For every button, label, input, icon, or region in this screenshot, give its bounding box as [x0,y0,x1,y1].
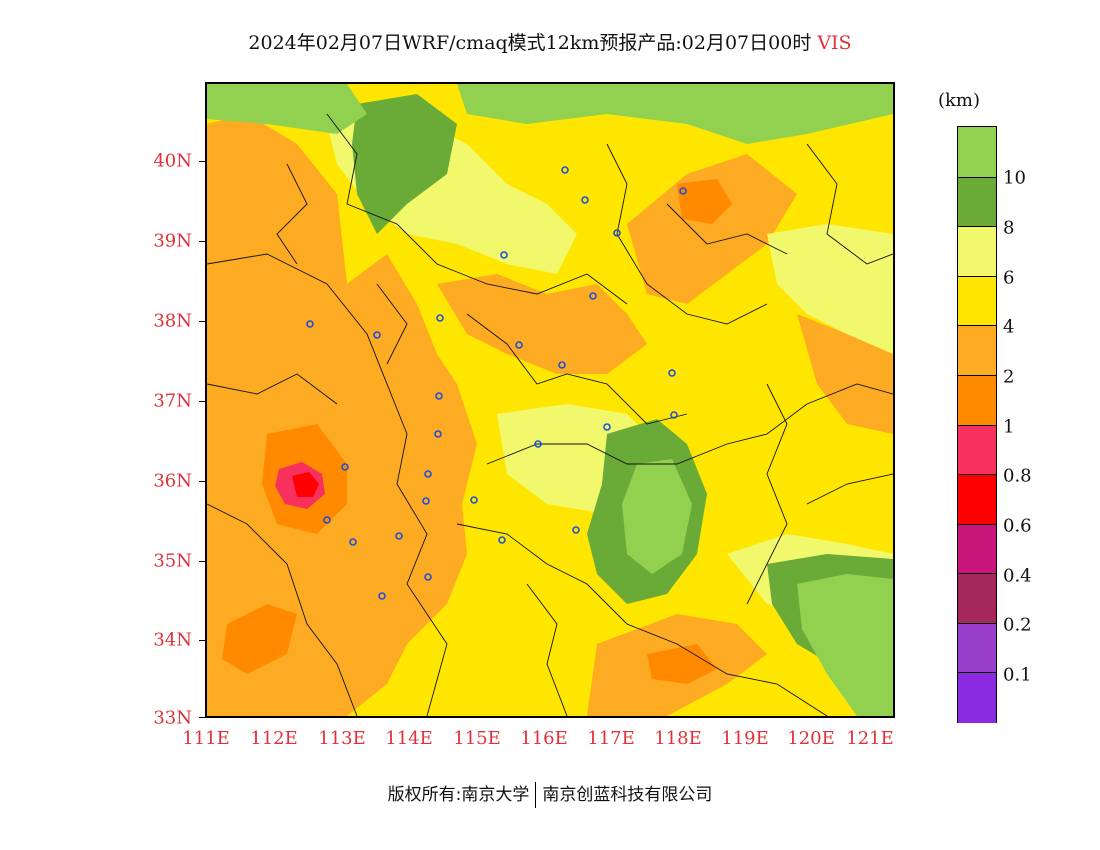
lon-label-111e: 111E [182,728,230,749]
darkgreen-north [352,94,457,234]
lat-tick [199,161,207,162]
lon-label-112e: 112E [250,728,298,749]
lon-label-114e: 114E [385,728,433,749]
lat-tick [199,401,207,402]
city-markers [306,166,687,600]
colorbar-segment [958,127,996,178]
lat-label-37n: 37N [153,390,192,412]
lat-tick [199,321,207,322]
colorbar-segment [958,374,996,426]
orange-zone-west [207,114,477,716]
credit-right: 南京创蓝科技有限公司 [542,785,713,805]
colorbar-segment [958,523,996,575]
lat-label-40n: 40N [153,150,192,172]
lat-tick [199,481,207,482]
colorbar-label: 0.1 [1003,664,1032,686]
colorbar-label: 8 [1003,217,1015,239]
orange-zone-northeast [627,154,797,304]
colorbar-label: 0.6 [1003,515,1032,537]
colorbar-segment [958,672,996,724]
lat-label-38n: 38N [153,310,192,332]
colorbar-segment [958,176,996,228]
lon-label-118e: 118E [654,728,702,749]
lat-label-34n: 34N [153,629,192,651]
title-main: 2024年02月07日WRF/cmaq模式12km预报产品:02月07日00时 [248,32,812,54]
colorbar-segment [958,226,996,278]
colorbar-label: 10 [1003,167,1026,189]
colorbar-segment [958,622,996,674]
orange-zone-east [797,314,893,434]
title-variable: VIS [817,32,852,54]
lon-label-117e: 117E [587,728,635,749]
colorbar-label: 0.2 [1003,614,1032,636]
green-south-core [622,459,692,574]
lon-label-113e: 113E [318,728,366,749]
colorbar-label: 4 [1003,316,1015,338]
lat-tick [199,561,207,562]
colorbar-segment [958,325,996,377]
lon-label-115e: 115E [453,728,501,749]
colorbar-label: 1 [1003,416,1015,438]
lon-label-119e: 119E [721,728,769,749]
paleyellow-east [767,224,893,354]
lat-tick [199,640,207,641]
green-northeast [457,84,893,144]
boundary-lines [207,113,893,716]
visibility-map [205,82,895,718]
colorbar-segment [958,474,996,526]
lat-tick [199,717,207,718]
lat-label-36n: 36N [153,470,192,492]
colorbar-segment [958,275,996,327]
colorbar-label: 0.4 [1003,565,1032,587]
darkorange-blob-2 [677,179,732,224]
lat-label-39n: 39N [153,230,192,252]
lon-label-120e: 120E [787,728,835,749]
lon-label-121e: 121E [846,728,894,749]
colorbar [957,126,997,724]
lat-label-35n: 35N [153,550,192,572]
colorbar-segment [958,424,996,476]
colorbar-label: 0.8 [1003,465,1032,487]
credit-line: 版权所有:南京大学 南京创蓝科技有限公司 [0,780,1100,808]
darkorange-blob-3 [222,604,297,674]
colorbar-label: 6 [1003,267,1015,289]
lon-label-116e: 116E [520,728,568,749]
green-north [207,84,367,134]
colorbar-unit: (km) [938,90,981,111]
red-spot [292,472,319,497]
credit-left: 版权所有:南京大学 [387,785,530,805]
green-southeast-core [797,574,893,716]
map-title: 2024年02月07日WRF/cmaq模式12km预报产品:02月07日00时 V… [0,28,1100,55]
lat-label-33n: 33N [153,707,192,729]
colorbar-segment [958,573,996,625]
lat-tick [199,241,207,242]
credit-separator [535,782,537,808]
colorbar-label: 2 [1003,366,1015,388]
darkorange-blob-4 [647,644,717,684]
